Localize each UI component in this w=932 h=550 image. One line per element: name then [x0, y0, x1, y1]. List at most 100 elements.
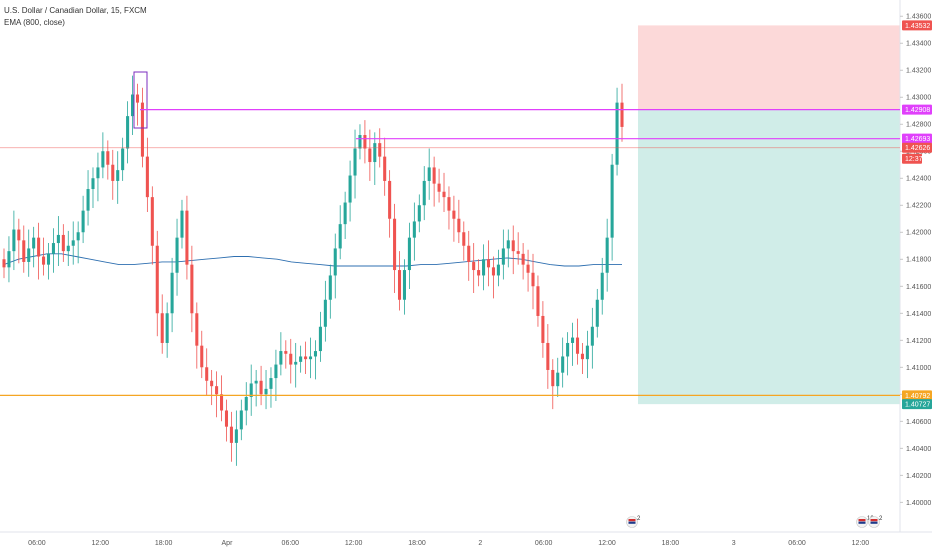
symbol-title[interactable]: U.S. Dollar / Canadian Dollar, 15, FXCM — [4, 6, 147, 15]
candle — [383, 137, 387, 196]
candle — [289, 338, 293, 384]
candle-body — [195, 313, 199, 346]
candle — [101, 132, 105, 179]
candle-body — [620, 102, 624, 127]
candle-body — [145, 156, 149, 198]
candle-body — [81, 210, 85, 233]
candle-body — [521, 253, 525, 265]
candle-body — [269, 378, 273, 389]
candle-body — [373, 143, 377, 163]
candle-body — [561, 356, 565, 373]
candle — [516, 232, 520, 265]
candle-body — [388, 180, 392, 219]
candle — [388, 170, 392, 238]
candle-body — [264, 388, 268, 395]
price-tick-label: 1.41200 — [906, 338, 931, 345]
event-count: 2 — [637, 516, 641, 522]
candle — [437, 168, 441, 203]
candle-body — [427, 167, 431, 181]
time-tick-label: 18:00 — [155, 540, 173, 547]
target-price-badge: 1.40727 — [905, 402, 930, 409]
candle — [145, 137, 149, 212]
price-axis[interactable]: 1.43600 1.43400 1.43200 1.43000 1.42800 1.426… — [900, 14, 932, 507]
candle — [333, 233, 337, 299]
candle — [521, 243, 525, 280]
candle-body — [224, 410, 229, 427]
candle — [338, 205, 342, 260]
time-tick-label: 18:00 — [408, 540, 426, 547]
candle-body — [185, 210, 189, 265]
candle-body — [155, 245, 159, 314]
candle — [299, 345, 303, 373]
countdown-bg — [902, 153, 922, 164]
candle — [407, 222, 411, 289]
candle — [185, 195, 189, 280]
candle — [150, 186, 154, 265]
candle — [180, 199, 184, 249]
candle-body — [131, 94, 135, 117]
flag-stripe-red — [870, 519, 878, 522]
candle — [511, 225, 515, 275]
candle-body — [457, 218, 461, 233]
price-tick-label: 1.42800 — [906, 122, 931, 129]
highlight-box-group — [133, 71, 148, 129]
candle-body — [486, 259, 491, 268]
level-price-badge: 1.42626 — [905, 145, 930, 152]
candle-body — [200, 345, 204, 368]
candle-body — [106, 151, 110, 165]
candle-body — [51, 243, 55, 254]
us-ca-flags-icon: 2 — [626, 516, 641, 528]
candle — [279, 332, 283, 376]
price-tick-label: 1.41600 — [906, 284, 931, 291]
candle-body — [76, 232, 80, 241]
candle — [170, 257, 174, 333]
time-axis[interactable]: 06:00 12:00 18:00 Apr 06:00 12:00 18:00 2 06:00 1… — [28, 540, 869, 547]
level-price-badge-bg — [902, 133, 932, 144]
price-tick-label: 1.40600 — [906, 419, 931, 426]
candle — [541, 301, 545, 358]
flag-stripe-blue — [628, 521, 636, 524]
candle-body — [205, 367, 209, 381]
price-tick-label: 1.40000 — [906, 500, 931, 507]
candle-body — [452, 210, 456, 219]
candle-body — [531, 272, 535, 287]
candle — [229, 411, 233, 462]
candle-body — [96, 167, 100, 179]
candle-body — [546, 342, 550, 370]
price-tick-label: 1.42400 — [906, 176, 931, 183]
candle-body — [279, 351, 283, 365]
candle — [264, 369, 268, 410]
candle-body — [22, 240, 26, 262]
candle — [358, 124, 362, 160]
candle-body — [284, 351, 288, 354]
candle — [417, 194, 421, 233]
candle-body — [56, 234, 60, 244]
candle — [234, 410, 238, 466]
candle — [244, 382, 248, 426]
price-tick-label: 1.43600 — [906, 14, 931, 21]
candle — [447, 186, 451, 230]
candle — [190, 245, 194, 333]
candle-body — [244, 396, 248, 411]
candle-body — [551, 369, 555, 387]
chart-legend: U.S. Dollar / Canadian Dollar, 15, FXCM … — [4, 5, 147, 29]
candle — [269, 367, 273, 408]
candle — [86, 170, 90, 226]
candle-body — [294, 361, 298, 365]
levels — [0, 109, 900, 396]
flag-stripe-blue — [870, 521, 878, 524]
candle-body — [536, 286, 540, 316]
candle — [323, 280, 327, 342]
economic-events: 2102 — [626, 516, 883, 528]
price-tick-label: 1.43400 — [906, 41, 931, 48]
candle-body — [254, 380, 258, 384]
candle-body — [417, 205, 421, 222]
candle-body — [422, 180, 426, 206]
price-tick-label: 1.41000 — [906, 365, 931, 372]
candle — [91, 167, 95, 208]
candle-body — [274, 364, 278, 379]
stop-price-badge-bg — [902, 20, 932, 31]
indicator-label[interactable]: EMA (800, close) — [4, 18, 65, 27]
